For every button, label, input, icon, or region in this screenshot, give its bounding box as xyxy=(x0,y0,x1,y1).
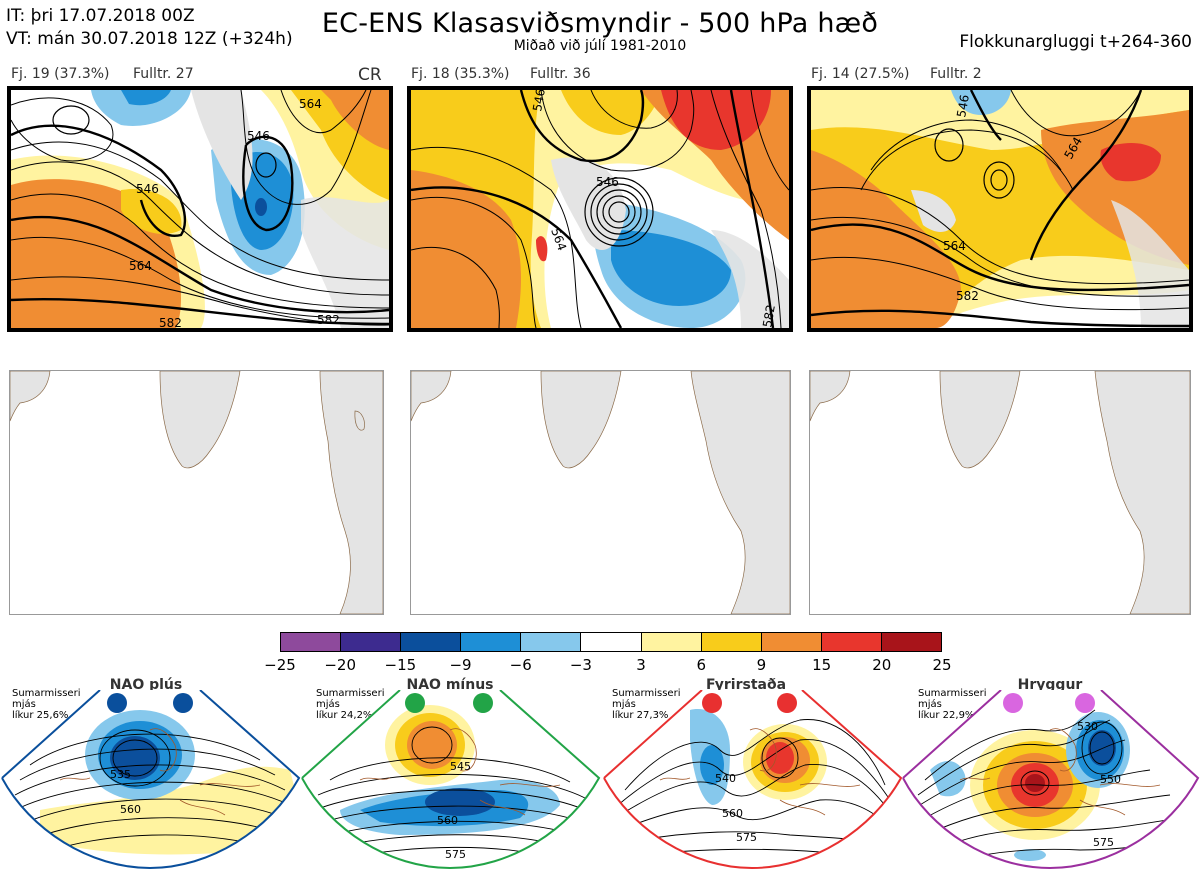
regime-1-prob: líkur 25,6% xyxy=(12,710,69,721)
initial-time: IT: þri 17.07.2018 00Z xyxy=(6,6,195,26)
colorbar-segment xyxy=(521,633,582,651)
colorbar-tick-label: −9 xyxy=(449,656,472,674)
cluster-map-1: 546 546 564 582 582 564 xyxy=(7,86,393,332)
cluster-3-fulltr: Fulltr. 2 xyxy=(930,66,982,82)
regime-2-title: NAO mínus xyxy=(406,677,494,693)
regime-3-contour-label: 575 xyxy=(736,831,757,844)
cluster-1-tag: CR xyxy=(358,65,382,85)
regime-3-contour-label: 560 xyxy=(722,807,743,820)
colorbar-tick-label: 20 xyxy=(872,656,892,674)
regime-1-season: Sumarmisseri xyxy=(12,688,81,699)
cluster-2-contour-label: 546 xyxy=(530,90,548,113)
cluster-3-contour-label: 564 xyxy=(943,239,966,253)
colorbar-tick-label: −3 xyxy=(569,656,592,674)
regime-3-info: Sumarmisseri mjás líkur 27,3% xyxy=(612,688,680,721)
colorbar xyxy=(280,632,942,652)
cluster-2-contour-label: 546 xyxy=(596,175,619,189)
regime-3-mean: mjás xyxy=(612,699,636,710)
cluster-1-contour-label: 564 xyxy=(299,97,322,111)
cluster-1-contour-label: 564 xyxy=(129,259,152,273)
colorbar-segment xyxy=(881,633,942,651)
cluster-map-3: 546 564 564 582 xyxy=(807,86,1193,332)
colorbar-tick-label: 15 xyxy=(812,656,832,674)
regime-4-dot xyxy=(1075,693,1095,713)
cluster-1-label: Fj. 19 (37.3%) xyxy=(11,66,110,82)
colorbar-segment xyxy=(461,633,522,651)
regime-2-contour-label: 545 xyxy=(450,760,471,773)
empty-map-3 xyxy=(809,370,1191,615)
regime-4-prob: líkur 22,9% xyxy=(918,710,975,721)
regime-3-dot xyxy=(777,693,797,713)
colorbar-tick-label: 3 xyxy=(636,656,646,674)
regime-1-dot xyxy=(173,693,193,713)
empty-map-2 xyxy=(410,370,791,615)
regime-2-contour-label: 575 xyxy=(445,848,466,861)
regime-3-dot xyxy=(702,693,722,713)
regime-1-contour-label: 535 xyxy=(110,768,131,781)
cluster-2-contour-label: 582 xyxy=(760,304,778,328)
regime-2-dot xyxy=(405,693,425,713)
colorbar-segment xyxy=(581,633,642,651)
regime-4-season: Sumarmisseri xyxy=(918,688,987,699)
classification-window: Flokkunargluggi t+264-360 xyxy=(959,32,1192,52)
regime-4-title: Hryggur xyxy=(1017,677,1083,693)
regime-2-contour-label: 560 xyxy=(437,814,458,827)
cluster-3-contour-label: 582 xyxy=(956,289,979,303)
regime-4-dot xyxy=(1003,693,1023,713)
colorbar-tick-label: 9 xyxy=(756,656,767,674)
regime-3-contour-label: 540 xyxy=(715,772,736,785)
cluster-1-fulltr: Fulltr. 27 xyxy=(133,66,194,82)
regime-4-info: Sumarmisseri mjás líkur 22,9% xyxy=(918,688,986,721)
cluster-3-label: Fj. 14 (27.5%) xyxy=(811,66,910,82)
colorbar-segment xyxy=(821,633,882,651)
empty-map-1 xyxy=(9,370,384,615)
colorbar-tick-label: −15 xyxy=(384,656,417,674)
page-title: EC-ENS Klasasviðsmyndir - 500 hPa hæð xyxy=(321,8,879,39)
colorbar-segment xyxy=(281,633,342,651)
regime-2-info: Sumarmisseri mjás líkur 24,2% xyxy=(316,688,384,721)
colorbar-tick-label: −20 xyxy=(324,656,356,674)
colorbar-tick-label: −25 xyxy=(264,656,296,674)
regime-4-contour-label: 530 xyxy=(1077,720,1098,733)
colorbar-tick-label: 25 xyxy=(932,656,952,674)
regime-2-prob: líkur 24,2% xyxy=(316,710,373,721)
regime-1-title: NAO plús xyxy=(109,677,183,693)
regime-2-season: Sumarmisseri xyxy=(316,688,385,699)
regime-3-prob: líkur 27,3% xyxy=(612,710,669,721)
regime-2-dot xyxy=(473,693,493,713)
cluster-1-contour-label: 582 xyxy=(159,316,182,328)
cluster-1-contour-label: 582 xyxy=(317,313,340,327)
regime-1-info: Sumarmisseri mjás líkur 25,6% xyxy=(12,688,80,721)
regime-4-contour-label: 550 xyxy=(1100,773,1121,786)
colorbar-segment xyxy=(641,633,702,651)
colorbar-segment xyxy=(761,633,822,651)
cluster-map-2: 546 546 564 582 xyxy=(407,86,793,332)
colorbar-segment xyxy=(701,633,762,651)
regime-1-dot xyxy=(107,693,127,713)
regime-1-mean: mjás xyxy=(12,699,36,710)
regime-1-contour-label: 560 xyxy=(120,803,141,816)
cluster-1-contour-label: 546 xyxy=(136,182,159,196)
regime-maps: 535 560 545 560 575 xyxy=(1,690,1200,870)
regime-2-mean: mjás xyxy=(316,699,340,710)
colorbar-segment xyxy=(341,633,402,651)
valid-time: VT: mán 30.07.2018 12Z (+324h) xyxy=(6,29,293,49)
cluster-2-fulltr: Fulltr. 36 xyxy=(530,66,591,82)
regime-3-season: Sumarmisseri xyxy=(612,688,681,699)
cluster-3-contour-label: 546 xyxy=(954,94,972,119)
colorbar-tick-label: 6 xyxy=(696,656,707,674)
regime-3-title: Fyrirstaða xyxy=(705,677,787,693)
colorbar-tick-label: −6 xyxy=(509,656,532,674)
regime-4-mean: mjás xyxy=(918,699,942,710)
regime-4-contour-label: 575 xyxy=(1093,836,1114,849)
cluster-2-label: Fj. 18 (35.3%) xyxy=(411,66,510,82)
colorbar-segment xyxy=(401,633,462,651)
cluster-1-contour-label: 546 xyxy=(247,129,270,143)
page-subtitle: Miðað við júlí 1981-2010 xyxy=(513,38,687,54)
